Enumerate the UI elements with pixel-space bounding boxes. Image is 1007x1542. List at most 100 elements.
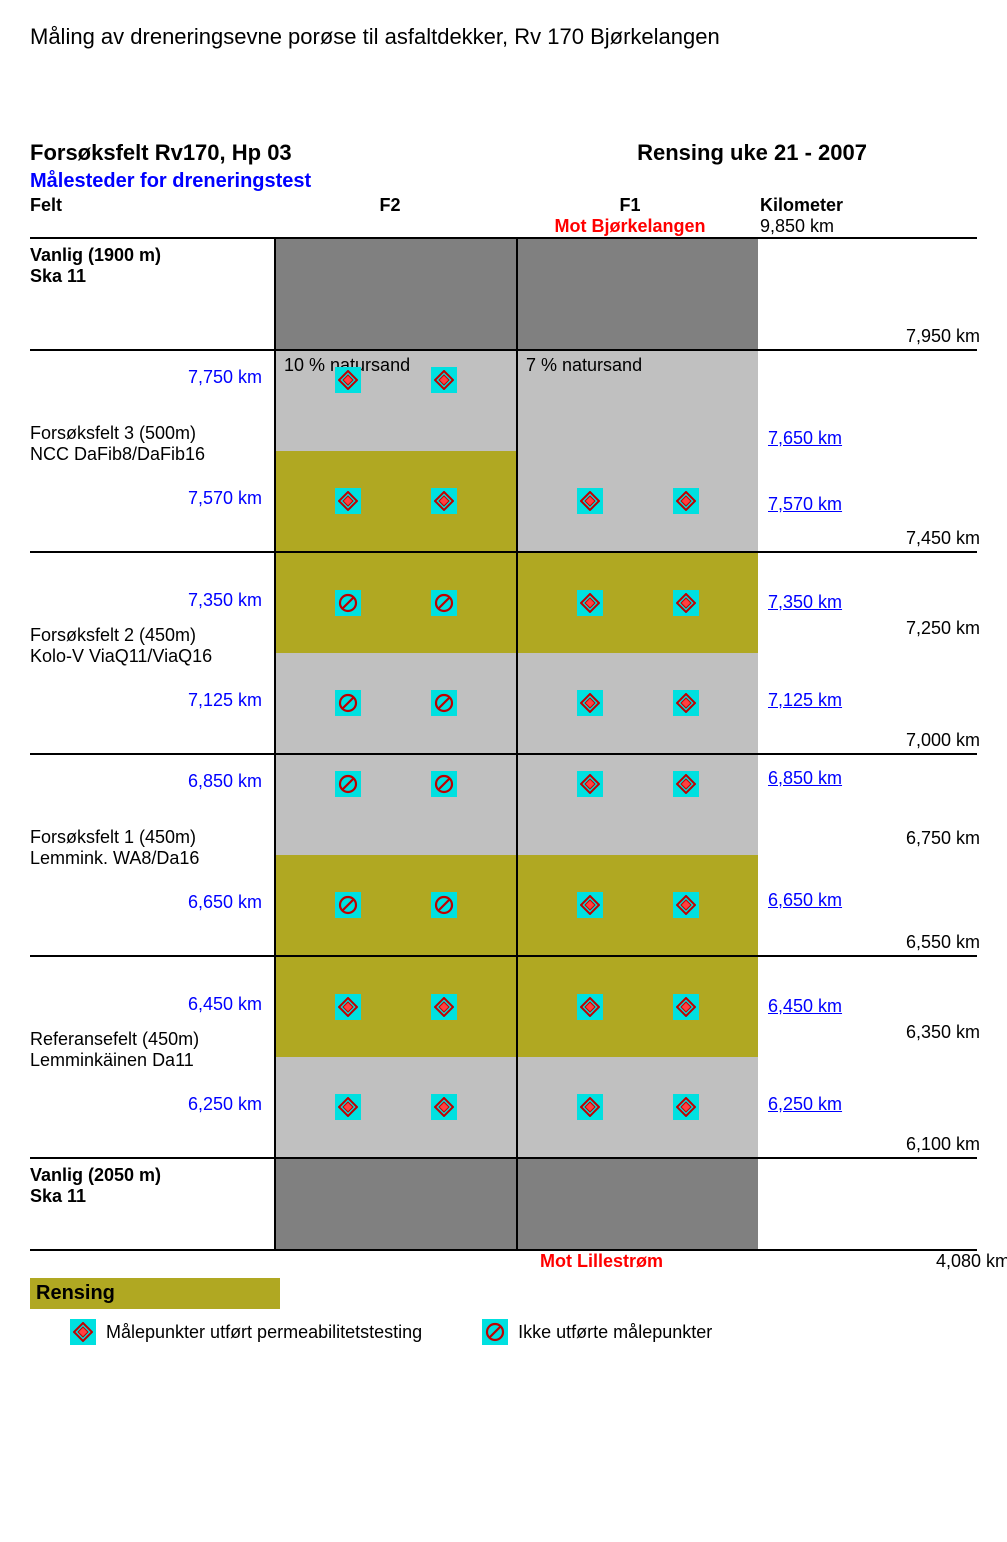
col-felt: Felt	[30, 195, 270, 216]
direction-bottom: Mot Lillestrøm	[510, 1251, 780, 1272]
marker-done-icon	[673, 892, 699, 918]
km-label: 7,350 km	[768, 589, 988, 615]
km-left: 7,570 km	[188, 488, 274, 509]
km-left: 6,250 km	[188, 1094, 274, 1115]
lane-f2	[274, 239, 516, 349]
section-name2: Lemminkäinen Da11	[30, 1050, 199, 1071]
section-name2: Ska 11	[30, 266, 270, 287]
section-name: Vanlig (2050 m)	[30, 1165, 270, 1186]
table-section: Vanlig (1900 m)Ska 11 7,950 km	[30, 239, 977, 351]
marker-done-icon	[577, 771, 603, 797]
marker-skip-icon	[431, 771, 457, 797]
col-f1: F1	[510, 195, 750, 216]
table-section: 7,350 km Forsøksfelt 2 (450m) Kolo-V Via…	[30, 553, 977, 755]
marker-done-icon	[431, 994, 457, 1020]
section-name2: Lemmink. WA8/Da16	[30, 848, 199, 869]
legend-done: Målepunkter utført permeabilitetstesting	[70, 1319, 422, 1345]
km-label: 6,550 km	[758, 929, 988, 955]
header-row: Forsøksfelt Rv170, Hp 03 Rensing uke 21 …	[30, 140, 977, 166]
lane-f2	[274, 1159, 516, 1249]
legend-swatch: Rensing	[30, 1278, 280, 1309]
marker-skip-icon	[335, 892, 361, 918]
diagram-table: Vanlig (1900 m)Ska 11 7,950 km 7,750 km …	[30, 237, 977, 1251]
lane-f1	[516, 755, 758, 955]
lane-f1	[516, 239, 758, 349]
km-left: 6,450 km	[188, 994, 274, 1015]
km-label: 6,100 km	[758, 1131, 988, 1157]
marker-done-icon	[673, 1094, 699, 1120]
table-section: 6,450 km Referansefelt (450m) Lemminkäin…	[30, 957, 977, 1159]
lane-f2	[274, 553, 516, 753]
legend-swatch-row: Rensing	[30, 1278, 977, 1309]
section-name2: NCC DaFib8/DaFib16	[30, 444, 205, 465]
km-label: 7,125 km	[768, 687, 988, 713]
marker-skip-icon	[335, 690, 361, 716]
marker-skip-icon	[431, 892, 457, 918]
km-bottom: 4,080 km	[780, 1251, 1007, 1272]
marker-done-icon	[577, 590, 603, 616]
table-section: 7,750 km Forsøksfelt 3 (500m) NCC DaFib8…	[30, 351, 977, 553]
marker-skip-icon	[482, 1319, 508, 1345]
col-f2: F2	[270, 195, 510, 216]
km-left: 7,350 km	[188, 590, 274, 611]
marker-done-icon	[673, 488, 699, 514]
section-name: Vanlig (1900 m)	[30, 245, 270, 266]
direction-top-row: Mot Bjørkelangen 9,850 km	[30, 216, 977, 237]
page-title: Måling av dreneringsevne porøse til asfa…	[30, 24, 977, 50]
km-label: 6,750 km	[768, 825, 988, 851]
km-label: 6,850 km	[768, 765, 988, 791]
marker-done-icon	[577, 994, 603, 1020]
marker-done-icon	[335, 1094, 361, 1120]
km-label: 7,650 km	[768, 425, 988, 451]
marker-done-icon	[335, 488, 361, 514]
column-headers: Felt F2 F1 Kilometer	[30, 195, 977, 216]
marker-skip-icon	[431, 590, 457, 616]
marker-done-icon	[335, 367, 361, 393]
km-label: 7,570 km	[768, 491, 988, 517]
sub-header: Målesteder for dreneringstest	[30, 170, 977, 193]
marker-done-icon	[577, 488, 603, 514]
section-name: Forsøksfelt 1 (450m)	[30, 827, 199, 848]
legend-done-label: Målepunkter utført permeabilitetstesting	[106, 1322, 422, 1343]
marker-done-icon	[577, 892, 603, 918]
km-left: 6,850 km	[188, 771, 274, 792]
marker-skip-icon	[335, 771, 361, 797]
lane-note: 7 % natursand	[526, 355, 642, 376]
km-label: 6,450 km	[768, 993, 988, 1019]
km-top: 9,850 km	[750, 216, 980, 237]
section-name2: Ska 11	[30, 1186, 270, 1207]
lane-f2	[274, 957, 516, 1157]
section-name: Forsøksfelt 3 (500m)	[30, 423, 205, 444]
direction-top: Mot Bjørkelangen	[510, 216, 750, 237]
marker-done-icon	[431, 367, 457, 393]
lane-f2	[274, 755, 516, 955]
legend-items: Målepunkter utført permeabilitetstesting…	[30, 1319, 977, 1345]
table-section: Vanlig (2050 m)Ska 11	[30, 1159, 977, 1251]
lane-f1	[516, 1159, 758, 1249]
marker-done-icon	[673, 994, 699, 1020]
marker-done-icon	[335, 994, 361, 1020]
table-section: 6,850 km Forsøksfelt 1 (450m) Lemmink. W…	[30, 755, 977, 957]
section-name: Referansefelt (450m)	[30, 1029, 199, 1050]
section-name2: Kolo-V ViaQ11/ViaQ16	[30, 646, 212, 667]
km-label: 7,950 km	[758, 323, 988, 349]
marker-skip-icon	[335, 590, 361, 616]
legend-skip-label: Ikke utførte målepunkter	[518, 1322, 712, 1343]
marker-done-icon	[70, 1319, 96, 1345]
col-km: Kilometer	[750, 195, 980, 216]
km-label: 7,450 km	[758, 525, 988, 551]
marker-done-icon	[673, 690, 699, 716]
km-label: 6,250 km	[768, 1091, 988, 1117]
marker-skip-icon	[431, 690, 457, 716]
legend-skip: Ikke utførte målepunkter	[482, 1319, 712, 1345]
km-label: 6,350 km	[768, 1019, 988, 1045]
section-name: Forsøksfelt 2 (450m)	[30, 625, 212, 646]
km-label: 7,000 km	[758, 727, 988, 753]
km-left: 7,750 km	[188, 367, 274, 388]
km-left: 7,125 km	[188, 690, 274, 711]
marker-done-icon	[673, 590, 699, 616]
marker-done-icon	[431, 488, 457, 514]
marker-done-icon	[673, 771, 699, 797]
km-label: 6,650 km	[768, 887, 988, 913]
header-right: Rensing uke 21 - 2007	[637, 140, 977, 166]
